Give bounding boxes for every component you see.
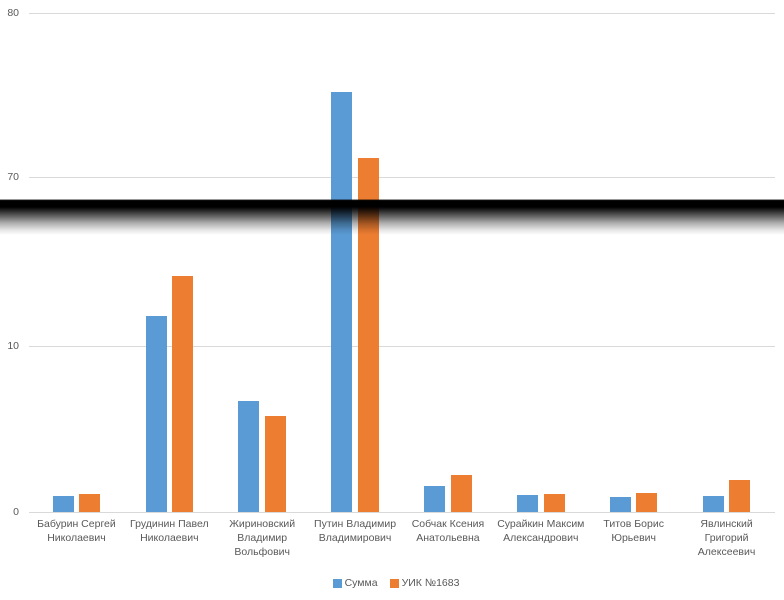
gridline-80 [29,12,775,14]
legend: Сумма УИК №1683 [4,576,784,590]
legend-item-uik1683: УИК №1683 [389,576,460,590]
legend-item-summa: Сумма [332,576,378,590]
x-axis-line [29,511,775,513]
bar-uik1683-4 [450,475,472,512]
y-tick-label-70: 70 [7,171,19,183]
gridline-70 [29,177,775,178]
bar-uik1683-0 [79,493,101,512]
bar-uik1683-5 [543,493,565,512]
legend-label-uik1683: УИК №1683 [401,576,460,589]
bar-uik1683-7 [729,480,751,512]
category-label-1: Грудинин Павел Николаевич [130,517,209,544]
category-label-3: Путин Владимир Владимирович [314,517,397,544]
y-tick-label-10: 10 [7,339,19,352]
bar-summa-1 [145,316,167,512]
bar-uik1683-6 [636,492,658,512]
bar-uik1683-2 [264,415,286,512]
bar-uik1683-1 [172,276,194,512]
bar-summa-0 [52,496,74,512]
category-label-7: Явлинский Григорий Алексеевич [697,517,756,558]
bar-summa-6 [609,497,631,512]
category-label-0: Бабурин Сергей Николаевич [37,517,116,544]
category-label-4: Собчак Ксения Анатольевна [411,517,485,544]
bar-summa-5 [517,495,539,512]
legend-label-summa: Сумма [344,576,378,589]
censor-band [0,197,784,235]
bar-summa-2 [238,400,260,512]
y-tick-label-80: 80 [7,6,19,19]
category-label-5: Сурайкин Максим Александрович [497,517,585,544]
bar-uik1683-3 [357,157,379,512]
category-label-2: Жириновский Владимир Вольфович [229,517,296,558]
bar-summa-3 [331,91,353,512]
y-tick-label-0: 0 [13,505,19,518]
legend-swatch-summa [332,578,342,588]
gridline-10 [29,345,775,347]
legend-swatch-uik1683 [389,578,399,588]
bar-summa-7 [702,496,724,512]
bar-summa-4 [424,486,446,512]
category-label-6: Титов Борис Юрьевич [603,517,664,544]
